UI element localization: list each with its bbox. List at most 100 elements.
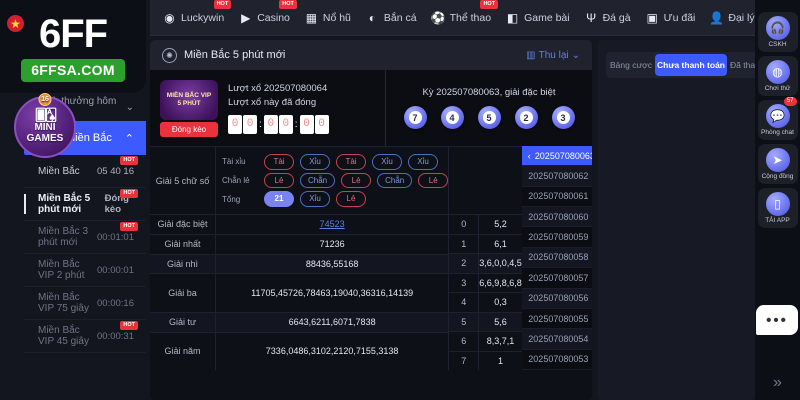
- rail-item-phong-chat[interactable]: 57 💬 Phòng chat: [757, 97, 798, 140]
- tai-xiu-pill: Xỉu: [372, 154, 402, 170]
- period-item[interactable]: 202507080057: [521, 268, 592, 289]
- chevron-double-right-icon[interactable]: »: [773, 374, 782, 391]
- sidebar-item-mien-bac[interactable]: HOT Miền Bắc 05 40 16: [24, 155, 146, 188]
- bet-panel-tabs: Bảng cược Chưa thanh toán Đã thanh toán: [606, 52, 783, 78]
- sidebar-item-time: 00:01:01: [97, 231, 134, 243]
- sports-ball-icon: ⚽: [430, 10, 446, 25]
- prize-value: 6643,6211,6071,7838: [288, 317, 376, 328]
- period-item[interactable]: 202507080060: [521, 207, 592, 228]
- rail-label: CSKH: [768, 41, 787, 48]
- sidebar-group-label: Miền Bắc: [66, 132, 112, 144]
- ky-label: Kỳ 202507080063, giải đặc biệt: [422, 87, 556, 98]
- hot-badge: HOT: [213, 0, 232, 10]
- rail-item-tai-app[interactable]: ▯ TẢI APP: [757, 188, 798, 228]
- nav-item-dai-ly[interactable]: 👤 Đại lý: [703, 6, 760, 29]
- tong-pill: Lẻ: [336, 191, 366, 207]
- nav-item-no-hu[interactable]: ▦ Nổ hũ: [298, 6, 357, 29]
- main-title-group: ✺ Miền Bắc 5 phút mới: [162, 47, 286, 63]
- telegram-icon: ➤: [765, 148, 790, 172]
- page-title: Miền Bắc 5 phút mới: [184, 49, 286, 61]
- brand-logo[interactable]: 6 ★ FF 6FFSA.COM: [0, 0, 146, 93]
- countdown-digit: 0: [243, 114, 257, 134]
- period-item[interactable]: 202507080061: [521, 187, 592, 208]
- result-ball: 3: [551, 106, 575, 129]
- draw-info: Lượt xổ 202507080064 Lượt xổ này đã đóng…: [228, 83, 329, 134]
- result-ball-value: 2: [519, 111, 533, 124]
- nav-item-the-thao[interactable]: ⚽ Thể thao HOT: [425, 0, 499, 29]
- countdown-separator: :: [294, 118, 298, 130]
- prize-value: 71236: [319, 239, 345, 250]
- tong-line: Tổng 21 Xỉu Lẻ: [222, 191, 448, 207]
- tail-row: 5 5,6: [449, 311, 522, 331]
- result-ball-value: 4: [445, 111, 459, 124]
- mini-games-line2: GAMES: [26, 133, 64, 144]
- rail-label: Phòng chat: [761, 129, 794, 136]
- tong-label: Tổng: [222, 194, 241, 204]
- tab-chua-thanh-toan[interactable]: Chưa thanh toán: [654, 54, 727, 76]
- sidebar-item-mien-bac-vip-75-giay[interactable]: Miền Bắc VIP 75 giây 00:00:16: [24, 287, 146, 320]
- sidebar-item-label: Miền Bắc 5 phút mới: [38, 193, 91, 215]
- nav-item-ban-ca[interactable]: ◐ Bắn cá: [359, 6, 423, 29]
- sidebar-item-mien-bac-3-phut-moi[interactable]: HOT Miền Bắc 3 phút mới 00:01:01: [24, 221, 146, 254]
- chat-icon: 💬: [765, 104, 790, 128]
- play-circle-icon: ▶: [241, 10, 251, 25]
- period-item[interactable]: 202507080059: [521, 227, 592, 248]
- table-row: Giải năm 7336,0486,3102,2120,7155,3138: [150, 331, 449, 370]
- result-ball: 5: [477, 106, 501, 129]
- draw-status-text: Lượt xổ này đã đóng: [228, 96, 317, 108]
- chan-le-pill: Lẻ: [341, 172, 372, 189]
- prize-label: Giải nhì: [150, 254, 216, 274]
- prize-value: 11705,45726,78463,19040,36316,14139: [251, 288, 414, 298]
- chan-le-pill: Lẻ: [264, 172, 294, 189]
- collapse-label: Thu lại: [538, 49, 569, 61]
- rail-label: Chơi thử: [764, 85, 791, 92]
- rail-item-cong-dong[interactable]: ➤ Cộng đồng: [757, 144, 798, 184]
- draw-id-text: Lượt xổ 202507080064: [228, 82, 328, 94]
- vip-badge-wrap: MIỀN BẮC VIP 5 PHÚT Đóng kèo: [158, 79, 220, 137]
- unread-badge: 57: [783, 97, 797, 107]
- rail-label: TẢI APP: [765, 217, 790, 224]
- tab-bang-cuoc[interactable]: Bảng cược: [610, 60, 652, 70]
- tail-value: 8,3,7,1: [486, 336, 515, 347]
- dice-icon: ◉: [164, 10, 175, 25]
- period-item[interactable]: 202507080055: [521, 309, 592, 330]
- five-digit-body: Tài xỉu Tài Xỉu Tài Xỉu Xỉu Chẵn lẻ Lẻ C…: [216, 147, 449, 214]
- rail-item-cskh[interactable]: 🎧 CSKH: [757, 12, 798, 52]
- prize-value: 88436,55168: [305, 258, 359, 269]
- period-id: 202507080063: [534, 150, 592, 161]
- period-item[interactable]: 202507080054: [521, 329, 592, 350]
- nav-item-luckywin[interactable]: ◉ Luckywin HOT: [156, 0, 232, 29]
- tail-value: 3,6,0,0,4,5: [479, 258, 522, 269]
- tai-xiu-label: Tài xỉu: [222, 157, 246, 167]
- sidebar-item-mien-bac-vip-45-giay[interactable]: HOT Miền Bắc VIP 45 giây 00:00:31: [24, 320, 146, 353]
- tail-value: 1: [498, 355, 504, 366]
- chat-bubble-button[interactable]: •••: [756, 305, 798, 335]
- countdown-digit: 0: [263, 114, 278, 134]
- close-bet-button[interactable]: Đóng kèo: [160, 121, 218, 137]
- sidebar-item-mien-bac-5-phut-moi[interactable]: HOT Miền Bắc 5 phút mới Đóng kèo: [24, 188, 146, 221]
- collapse-button[interactable]: ▥ Thu lại ⌄: [526, 50, 580, 61]
- sidebar-item-mien-bac-vip-2-phut[interactable]: Miền Bắc VIP 2 phút 00:00:01: [24, 254, 146, 287]
- rail-item-choi-thu[interactable]: ◍ Chơi thử: [757, 56, 798, 96]
- period-item[interactable]: 202507080053: [521, 350, 592, 370]
- headset-icon: 🎧: [765, 16, 790, 40]
- mini-games-count: 16: [38, 93, 52, 106]
- prize-label: Giải ba: [150, 274, 216, 312]
- results-table-area: Giải 5 chữ số Tài xỉu Tài Xỉu Tài Xỉu Xỉ…: [150, 146, 592, 370]
- nav-item-casino[interactable]: ▶ Casino HOT: [232, 0, 297, 29]
- tail-value: 6,1: [494, 238, 507, 249]
- tail-key: 2: [449, 254, 480, 273]
- nav-item-uu-dai[interactable]: ▣ Ưu đãi: [639, 6, 702, 29]
- period-item[interactable]: 202507080056: [521, 288, 592, 309]
- period-item[interactable]: 202507080058: [521, 247, 592, 269]
- period-item[interactable]: 202507080062: [521, 166, 592, 187]
- nav-label: Game bài: [524, 11, 570, 24]
- hot-badge: HOT: [120, 189, 138, 199]
- nav-item-da-ga[interactable]: Ψ Đá gà: [578, 6, 637, 29]
- lottery-ball-icon: ✺: [162, 47, 177, 63]
- nav-item-game-bai[interactable]: ◧ Game bài: [499, 6, 576, 29]
- chevron-up-icon: ⌃: [124, 132, 134, 145]
- period-item-selected[interactable]: ‹ 202507080063: [521, 146, 592, 167]
- mini-games-badge[interactable]: 16 🂠🂡 MINI GAMES: [14, 93, 76, 158]
- result-ball-value: 7: [408, 111, 422, 124]
